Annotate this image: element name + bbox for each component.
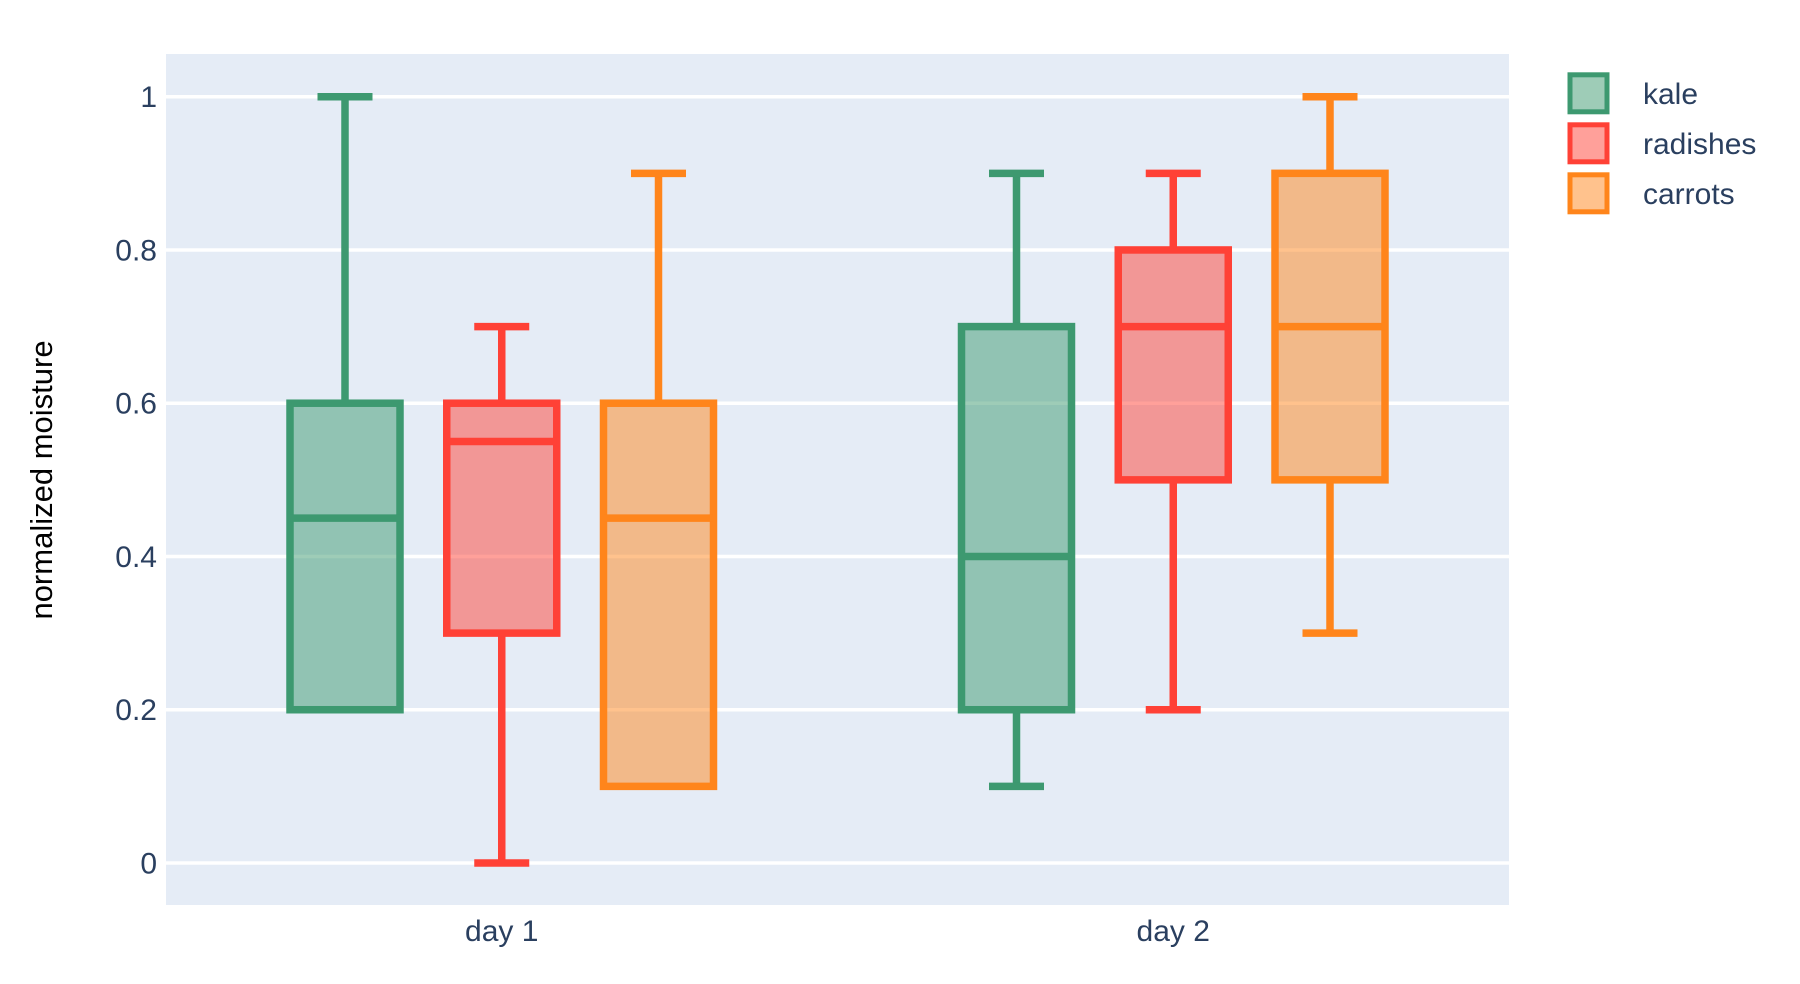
legend-item-carrots[interactable]: carrots: [1567, 172, 1735, 215]
legend-item-radishes[interactable]: radishes: [1567, 122, 1756, 165]
y-tick-label: 0.2: [115, 694, 157, 727]
x-axis-category-labels: day 1 day 2: [465, 915, 1210, 948]
legend-item-kale[interactable]: kale: [1567, 72, 1698, 115]
legend-swatch-carrots: [1567, 172, 1610, 215]
y-tick-label: 0: [140, 848, 157, 881]
box-radishes-day-2[interactable]: [1114, 169, 1232, 714]
y-tick-label: 0.4: [115, 541, 157, 574]
legend-swatch-radishes: [1567, 122, 1610, 165]
x-category-label: day 2: [1137, 915, 1210, 948]
box-radishes-day-1[interactable]: [443, 322, 561, 867]
y-tick-label: 1: [140, 81, 157, 114]
legend-label: kale: [1643, 78, 1698, 111]
y-axis-title: normalized moisture: [24, 340, 59, 619]
y-tick-label: 0.8: [115, 234, 157, 267]
legend-label: radishes: [1643, 128, 1756, 161]
box-kale-day-2[interactable]: [957, 169, 1076, 791]
iqr-box[interactable]: [957, 322, 1076, 714]
box-carrots-day-2[interactable]: [1271, 92, 1389, 637]
iqr-box[interactable]: [443, 399, 561, 637]
legend-label: carrots: [1643, 178, 1735, 211]
y-axis-tick-labels: 0 0.2 0.4 0.6 0.8 1: [115, 81, 157, 880]
iqr-box[interactable]: [286, 399, 404, 714]
y-tick-label: 0.6: [115, 388, 157, 421]
x-category-label: day 1: [465, 915, 538, 948]
box-traces-layer: [286, 92, 1389, 867]
box-carrots-day-1[interactable]: [599, 169, 718, 791]
box-kale-day-1[interactable]: [286, 92, 404, 714]
iqr-box[interactable]: [1114, 246, 1232, 484]
iqr-box[interactable]: [599, 399, 718, 791]
legend: kale radishes carrots: [1567, 72, 1756, 215]
legend-swatch-kale: [1567, 72, 1610, 115]
